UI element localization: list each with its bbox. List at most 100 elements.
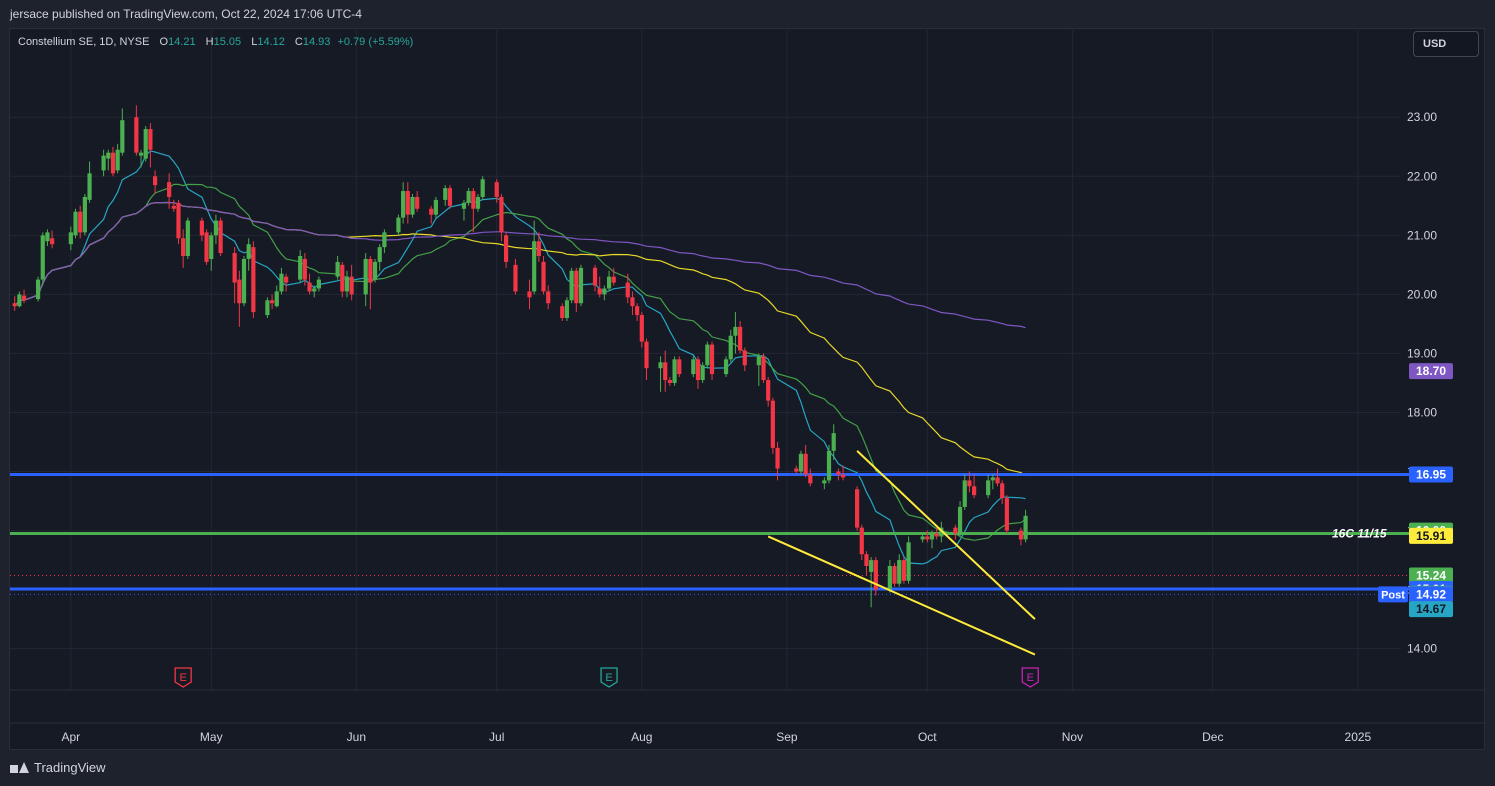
candle-body [700,365,705,380]
candle-body [986,480,991,496]
candle-body [410,196,415,215]
candle-body [269,300,275,304]
publisher-text: jersace published on TradingView.com, Oc… [10,7,362,21]
candle-body [475,196,481,209]
candle-body [134,117,139,153]
candle-body [705,344,710,366]
low-value: 14.12 [257,36,285,48]
candle-body [73,211,78,236]
candle-body [532,241,537,292]
candle-body [808,474,813,484]
candle-body [972,486,977,496]
x-tick-label: 2025 [1345,730,1372,744]
candle-body [602,288,607,295]
candle-body [892,566,897,584]
candle-body [363,258,368,295]
y-tick-label: 19.00 [1407,346,1437,360]
price-axis-label: 18.70 [1409,363,1453,380]
high-value: 15.05 [213,36,242,48]
x-tick-label: Sep [776,730,798,744]
candle-body [377,247,382,262]
candle-body [265,300,270,316]
chart-panel[interactable] [9,28,1485,750]
candle-body [794,468,799,472]
candle-body [541,261,546,292]
candle-body [677,359,682,375]
open-value: 14.21 [168,36,196,48]
price-label-text: 14.92 [1416,587,1446,601]
candle-body [1018,530,1024,540]
price-axis-label: 14.92 Post [1378,586,1453,603]
candle-body [1023,515,1028,540]
x-tick-label: Jul [489,730,504,744]
candle-body [461,202,467,209]
candle-body [279,273,284,292]
candle-body [1000,483,1005,499]
candle-body [990,477,995,481]
candle-body [672,359,677,383]
symbol-title[interactable]: Constellium SE, 1D, NYSE [18,36,150,48]
candle-body [766,380,771,401]
candle-body [859,527,864,555]
candle-body [569,270,574,301]
candle-body [40,235,45,280]
price-label-text: 15.91 [1416,529,1446,543]
candle-body [962,480,967,507]
high-label: H [205,36,214,48]
price-label-text: 15.24 [1416,568,1446,582]
price-label-bg [1409,567,1453,584]
candle-body [864,554,869,566]
candle-body [372,261,378,280]
candle-body [274,291,279,307]
candle-body [869,560,874,572]
candle-body [415,196,420,209]
candle-body [957,506,963,534]
candle-body [831,433,836,451]
candle-body [578,267,584,304]
price-label-text: 18.70 [1416,364,1446,378]
candle-body [209,235,214,259]
x-tick-label: Oct [918,730,937,744]
earnings-event-icon: E [1021,667,1039,688]
candle-body [171,205,176,209]
candle-body [709,344,715,375]
candle-body [929,533,935,540]
candle-body [953,527,958,534]
candle-body [939,527,944,537]
candle-body [644,341,649,369]
candle-body [232,253,237,283]
earnings-event-icon: E [174,667,192,688]
candle-body [606,276,612,289]
candle-body [50,238,55,245]
candle-body [723,359,729,375]
candle-body [138,152,144,156]
y-tick-label: 14.00 [1407,642,1437,656]
candle-body [503,235,509,262]
candle-body [237,279,242,304]
y-tick-label: 18.00 [1407,405,1437,419]
change-value: +0.79 (+5.59%) [337,36,414,48]
post-tag-bg [1378,586,1408,603]
level-label: 16C 11/15 [1332,527,1387,541]
candle-body [68,232,73,245]
post-tag-text: Post [1381,589,1405,601]
candle-body [298,256,303,280]
candle-body [995,477,1000,484]
candle-body [536,241,541,256]
price-label-bg [1409,601,1453,618]
x-tick-label: Apr [61,730,80,744]
moving-average-line [14,201,1026,329]
candle-body [513,264,518,292]
currency-button[interactable]: USD [1413,31,1479,57]
candle-body [630,297,635,307]
candle-body [639,315,644,342]
candle-body [742,350,747,366]
candle-body [906,542,911,581]
top-bar: jersace published on TradingView.com, Oc… [0,0,1495,28]
event-marker-shape [174,667,192,688]
candle-body [836,471,841,475]
candle-body [246,244,251,259]
candle-body [728,335,733,360]
candle-body [471,191,476,209]
